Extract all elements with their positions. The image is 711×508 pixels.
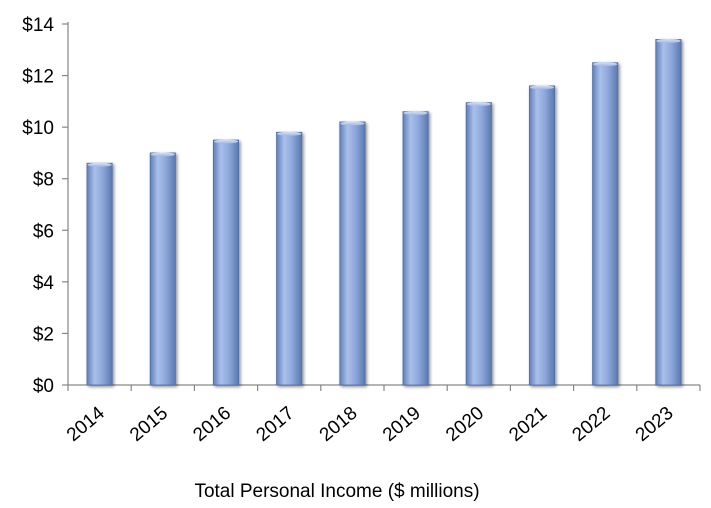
bar-body [276,131,303,386]
bar-body [339,121,366,386]
bar [339,121,366,386]
y-tick-label: $4 [33,273,55,294]
bar [212,139,240,386]
bar-body [86,162,113,386]
y-tick-label: $8 [33,170,54,191]
bar-top-highlight [340,121,365,126]
bar-body [212,139,240,386]
x-tick-label: 2016 [189,403,235,446]
bar-top-highlight [277,131,302,136]
y-tick-label: $2 [33,324,54,345]
y-tick-label: $6 [33,221,54,242]
bar [276,131,303,386]
bar [402,111,429,386]
bar-body [402,111,429,386]
bar [465,102,492,386]
bar-top-highlight [656,38,681,43]
bar [655,38,682,386]
bar-body [528,85,556,386]
x-axis: 2014 2015 2016 2017 2018 2019 2020 2021 2022 2023 [63,384,701,446]
x-tick-label: 2023 [632,403,678,446]
bar-top-highlight [213,139,239,144]
y-tick-label: $10 [22,118,54,139]
x-tick-label: 2018 [316,403,362,446]
bar [592,62,619,386]
x-tick-label: 2021 [505,403,551,446]
bar [528,85,556,386]
x-tick-label: 2015 [126,403,172,446]
y-tick-label: $12 [22,67,54,88]
bar-top-highlight [150,152,175,157]
x-tick-label: 2017 [253,403,299,446]
bar-body [655,39,682,386]
x-tick-label: 2014 [63,402,109,446]
bar-top-highlight [593,62,618,67]
bars-group [86,38,682,386]
x-tick-label: 2022 [569,403,615,446]
bar-top-highlight [529,85,555,90]
bar-body [465,102,492,386]
y-axis: $0 $2 $4 $6 $8 $10 $12 $14 [22,15,69,397]
bar-body [149,152,176,386]
x-axis-title: Total Personal Income ($ millions) [194,481,479,502]
x-tick-label: 2019 [379,403,425,446]
bar [149,152,176,386]
y-tick-label: $14 [22,15,54,36]
bar-top-highlight [87,162,112,167]
bar-body [592,62,619,386]
bar-top-highlight [403,111,428,116]
x-tick-label: 2020 [442,403,488,446]
bar-top-highlight [466,102,491,107]
y-tick-label: $0 [33,376,54,397]
bar [86,162,113,386]
